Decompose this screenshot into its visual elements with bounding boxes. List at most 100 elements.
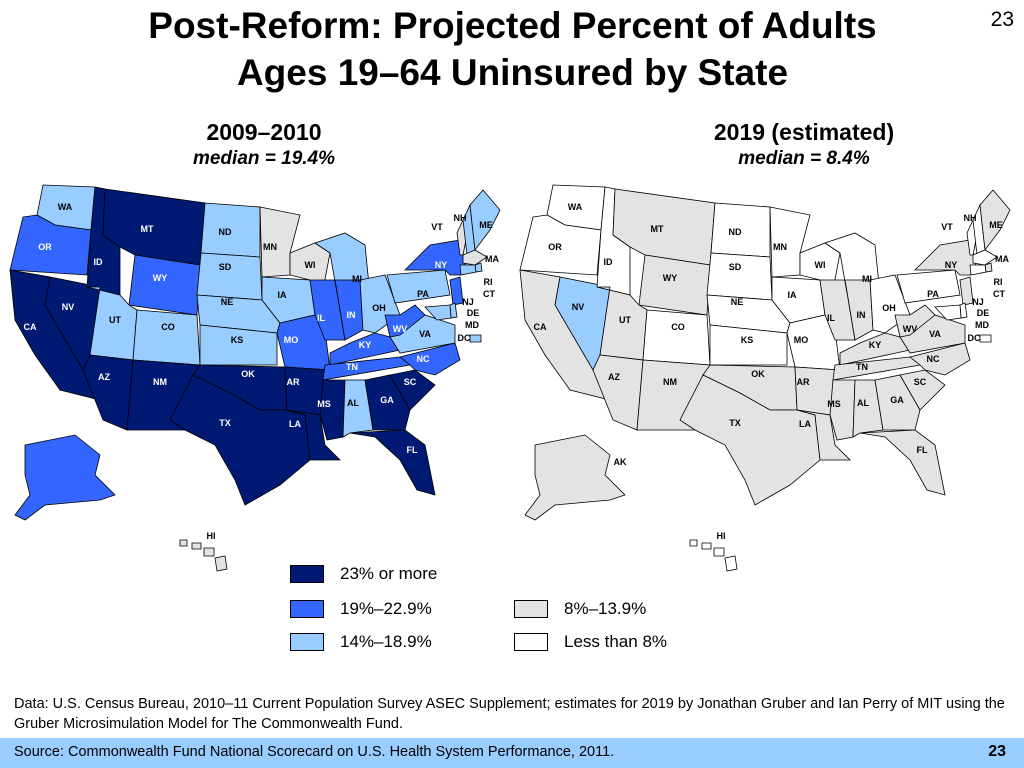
state-label-tx: TX [219,418,231,428]
state-label-ut: UT [109,315,121,325]
state-ks [199,324,278,366]
legend-item: 19%–22.9% [290,599,432,619]
legend-item: 14%–18.9% [290,632,432,652]
state-hi-island [713,547,725,557]
legend-label: 8%–13.9% [564,599,647,618]
state-label-fl: FL [407,445,418,455]
state-label-or: OR [548,242,562,252]
state-wv [384,304,426,338]
state-label-nd: ND [729,227,742,237]
state-label-ky: KY [869,340,882,350]
state-il [309,279,346,341]
state-al [342,379,374,438]
legend-swatch [290,633,324,651]
state-me [469,189,501,252]
state-label-ks: KS [231,335,244,345]
state-label-ct: CT [483,289,495,299]
state-label-wa: WA [568,202,583,212]
state-label-in: IN [347,310,356,320]
state-me [979,189,1011,252]
state-label-nm: NM [153,377,167,387]
state-label-al: AL [347,398,359,408]
state-label-ma: MA [485,254,499,264]
state-label-wv: WV [903,324,918,334]
legend-item: Less than 8% [514,632,667,652]
us-map-right-svg: WA OR CA NV ID MT WY UT CO AZ NM ND SD NE KS OK TX MN IA MO… [519,184,1011,572]
state-ma [972,249,998,266]
state-dc [979,334,992,343]
state-nj [959,276,974,306]
state-label-me: ME [989,220,1003,230]
state-label-ri: RI [484,277,493,287]
state-label-nh: NH [454,213,467,223]
state-ms [319,379,346,441]
state-hi-island [724,555,738,572]
state-label-pa: PA [927,289,939,299]
state-co [132,309,201,366]
state-label-ia: IA [788,290,798,300]
state-label-mo: MO [794,335,809,345]
state-ks [709,324,788,366]
state-label-dc: DC [968,333,981,343]
state-label-nh: NH [964,213,977,223]
state-label-ri: RI [994,277,1003,287]
state-label-mi: MI [862,274,872,284]
state-label-az: AZ [98,372,110,382]
state-label-de: DE [467,308,480,318]
state-label-dc: DC [458,333,471,343]
state-label-nj: NJ [462,297,474,307]
state-label-al: AL [857,398,869,408]
us-map-left-svg: WA OR CA NV ID MT WY UT CO AZ NM ND SD NE KS OK TX MN IA MO… [9,184,501,572]
state-label-az: AZ [608,372,620,382]
state-label-nm: NM [663,377,677,387]
state-label-or: OR [38,242,52,252]
state-label-ms: MS [317,399,331,409]
state-label-sd: SD [729,262,742,272]
legend-swatch [514,633,548,651]
state-tx [679,374,821,506]
state-label-wy: WY [663,273,678,283]
state-label-wi: WI [305,260,316,270]
state-label-tn: TN [346,362,358,372]
right-map-heading: 2019 (estimated) median = 8.4% [624,118,984,172]
state-sc [389,369,436,411]
state-ct [459,264,477,276]
state-label-ga: GA [890,395,904,405]
state-co [642,309,711,366]
legend-label: 23% or more [340,564,438,583]
state-label-id: ID [604,257,614,267]
state-label-nc: NC [417,354,430,364]
right-map-median: median = 8.4% [738,148,870,169]
left-map-median: median = 19.4% [192,148,336,169]
state-label-tx: TX [729,418,741,428]
state-ak [14,434,116,521]
state-md [934,304,962,321]
state-al [852,379,884,438]
state-label-mi: MI [352,274,362,284]
state-hi-island [701,542,712,550]
state-tx [169,374,311,506]
state-ga [364,374,411,431]
legend-swatch [290,600,324,618]
state-label-nj: NJ [972,297,984,307]
state-label-md: MD [465,320,479,330]
state-label-il: IL [827,313,836,323]
state-label-ut: UT [619,315,631,325]
state-label-ca: CA [534,322,547,332]
state-ga [874,374,921,431]
data-note: Data: U.S. Census Bureau, 2010–11 Curren… [14,696,1005,732]
title-line-1: Post-Reform: Projected Percent of Adults [148,5,877,46]
state-wy [638,254,711,316]
us-map-2019: WA OR CA NV ID MT WY UT CO AZ NM ND SD NE KS OK TX MN IA MO… [515,175,1020,585]
state-label-ct: CT [993,289,1005,299]
state-label-va: VA [929,329,941,339]
state-label-la: LA [799,419,811,429]
state-label-ne: NE [221,297,234,307]
state-sd [196,252,263,301]
state-ma [462,249,488,266]
state-label-nv: NV [62,302,75,312]
state-ms [829,379,856,441]
state-fl [859,429,946,496]
state-label-ga: GA [380,395,394,405]
legend-item: 23% or more [290,564,437,584]
